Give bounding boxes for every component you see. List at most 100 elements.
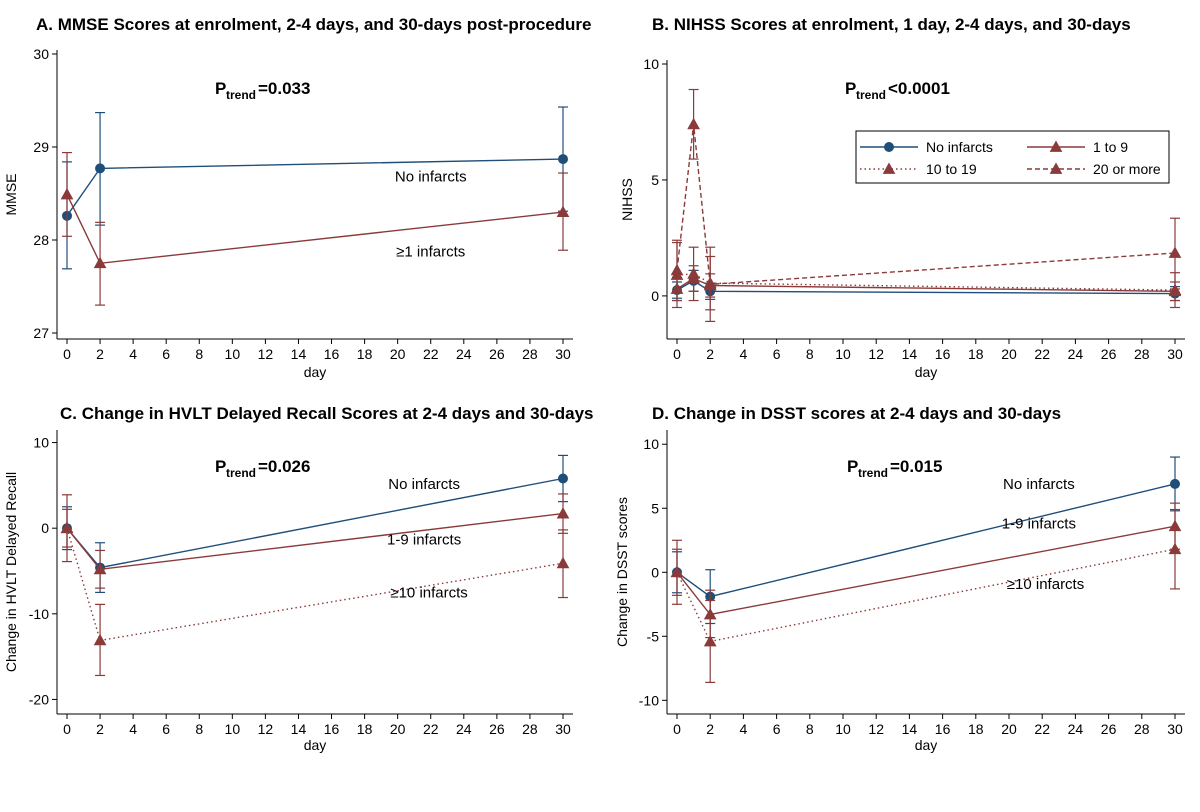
x-tick-label: 30 [1167, 346, 1183, 362]
x-tick-label: 4 [129, 346, 137, 362]
data-point [60, 187, 74, 200]
x-axis-label: day [304, 737, 327, 753]
x-tick-label: 8 [806, 346, 814, 362]
x-tick-label: 26 [489, 721, 505, 737]
x-tick-label: 16 [324, 721, 340, 737]
p-trend-subscript: trend [856, 88, 886, 102]
x-tick-label: 22 [1034, 346, 1050, 362]
x-tick-label: 18 [968, 721, 984, 737]
y-tick-label: 30 [33, 46, 49, 62]
x-tick-label: 12 [258, 346, 274, 362]
x-tick-label: 26 [1101, 721, 1117, 737]
x-tick-label: 26 [489, 346, 505, 362]
legend-swatch-marker [1049, 162, 1063, 174]
x-tick-label: 4 [740, 346, 748, 362]
series-3 [670, 88, 1182, 323]
data-point [1168, 246, 1182, 258]
y-tick-label: 0 [651, 288, 659, 304]
x-tick-label: 18 [357, 721, 373, 737]
y-tick-label: -20 [29, 691, 49, 707]
y-tick-label: 29 [33, 139, 49, 155]
y-tick-label: 5 [651, 172, 659, 188]
series-annotation: No infarcts [388, 476, 460, 493]
x-tick-label: 0 [673, 721, 681, 737]
x-tick-label: 0 [63, 721, 71, 737]
y-tick-label: 10 [643, 56, 659, 72]
legend-label: No infarcts [926, 139, 993, 155]
data-point [1168, 542, 1182, 555]
x-tick-label: 28 [522, 346, 538, 362]
x-tick-label: 24 [456, 346, 472, 362]
panel-title: A. MMSE Scores at enrolment, 2-4 days, a… [36, 15, 592, 34]
x-tick-label: 10 [835, 346, 851, 362]
y-axis-label: Change in DSST scores [614, 497, 630, 647]
series-annotation: ≥10 infarcts [390, 585, 467, 602]
x-tick-label: 30 [555, 721, 571, 737]
x-tick-label: 4 [740, 721, 748, 737]
panel-a: A. MMSE Scores at enrolment, 2-4 days, a… [3, 15, 592, 380]
y-tick-label: -10 [639, 692, 659, 708]
x-tick-label: 22 [423, 721, 439, 737]
y-axis-label: Change in HVLT Delayed Recall [3, 472, 19, 672]
series-2 [670, 508, 1182, 683]
series-annotation: 1-9 infarcts [387, 531, 461, 548]
p-trend-prefix: P [845, 79, 856, 98]
y-tick-label: -5 [647, 628, 660, 644]
y-tick-label: 10 [33, 435, 49, 451]
x-tick-label: 22 [423, 346, 439, 362]
p-trend-value: =0.026 [258, 457, 310, 476]
x-tick-label: 4 [129, 721, 137, 737]
x-tick-label: 14 [291, 346, 307, 362]
series-0 [62, 454, 568, 594]
y-tick-label: 0 [41, 520, 49, 536]
legend-label: 20 or more [1093, 161, 1161, 177]
y-axis-label: NIHSS [619, 178, 635, 221]
y-tick-label: 10 [643, 436, 659, 452]
series-line [676, 525, 1176, 616]
series-line [676, 277, 1176, 292]
y-axis-label: MMSE [3, 174, 19, 216]
p-trend-value: <0.0001 [888, 79, 950, 98]
data-point [558, 473, 568, 484]
data-point [670, 263, 684, 276]
x-tick-label: 10 [225, 346, 241, 362]
x-tick-label: 20 [1001, 721, 1017, 737]
series-2 [670, 241, 1182, 311]
series-1 [60, 151, 570, 306]
series-line [676, 124, 1176, 286]
x-tick-label: 8 [195, 346, 203, 362]
x-tick-label: 0 [63, 346, 71, 362]
p-trend-subscript: trend [226, 466, 256, 480]
x-tick-label: 28 [522, 721, 538, 737]
p-trend-value: =0.033 [258, 79, 310, 98]
panel-d: D. Change in DSST scores at 2-4 days and… [614, 404, 1185, 753]
series-1 [670, 502, 1182, 639]
x-tick-label: 2 [706, 346, 714, 362]
panel-c: C. Change in HVLT Delayed Recall Scores … [3, 404, 594, 753]
p-trend-value: =0.015 [890, 457, 942, 476]
x-tick-label: 18 [968, 346, 984, 362]
data-point [558, 154, 568, 165]
legend-swatch-marker [884, 142, 894, 152]
x-tick-label: 6 [773, 721, 781, 737]
y-tick-label: 5 [651, 500, 659, 516]
series-line [676, 279, 1176, 295]
x-tick-label: 14 [291, 721, 307, 737]
x-tick-label: 20 [1001, 346, 1017, 362]
x-tick-label: 14 [902, 721, 918, 737]
x-tick-label: 26 [1101, 346, 1117, 362]
axes: 0 2 4 6 8 10 12 14 16 18 20 22 24 26 28 30-20-10010dayC… [3, 430, 573, 753]
p-trend-subscript: trend [858, 466, 888, 480]
data-point [1168, 283, 1182, 295]
series-line [676, 548, 1176, 643]
x-tick-label: 12 [868, 721, 884, 737]
x-axis-label: day [304, 364, 327, 380]
axes: 0 2 4 6 8 10 12 14 16 18 20 22 24 26 28 30-10-50510dayC… [614, 430, 1185, 753]
x-axis-label: day [915, 364, 938, 380]
x-axis-label: day [915, 737, 938, 753]
data-point [556, 205, 570, 217]
series-1 [60, 493, 570, 589]
